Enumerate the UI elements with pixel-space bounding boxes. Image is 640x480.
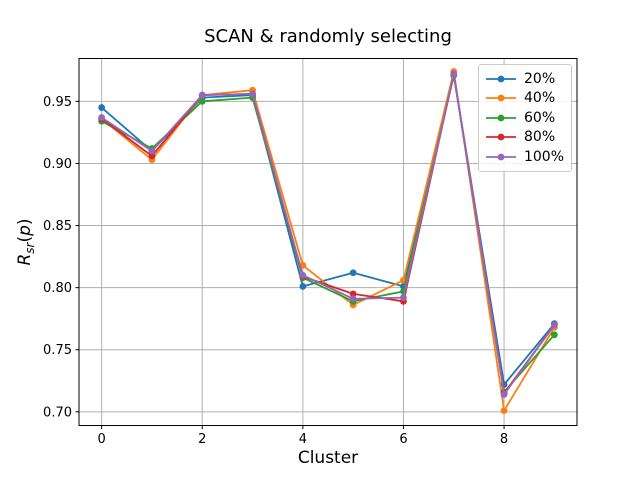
legend-swatch — [486, 75, 516, 83]
legend-marker — [497, 133, 505, 141]
legend-marker — [497, 75, 505, 83]
legend-label: 100% — [523, 148, 564, 165]
legend-swatch — [486, 94, 516, 102]
series-marker-100% — [400, 294, 407, 301]
series-marker-100% — [500, 391, 508, 398]
legend-marker — [497, 114, 505, 122]
x-tick-label: 8 — [500, 432, 508, 447]
ylabel-paren-open: ( — [14, 235, 35, 243]
legend-item-20%: 20% — [479, 69, 571, 89]
y-tick-label: 0.75 — [43, 343, 72, 358]
x-tick-label: 0 — [97, 432, 105, 447]
series-marker-20% — [349, 269, 357, 277]
series-marker-100% — [198, 91, 206, 99]
legend-marker — [497, 153, 505, 161]
ylabel-paren-close: ) — [14, 218, 35, 226]
x-axis-label: Cluster — [297, 448, 359, 468]
ylabel-subscript: sr — [23, 242, 38, 254]
series-marker-100% — [450, 70, 458, 78]
series-marker-100% — [299, 271, 307, 279]
series-marker-20% — [299, 283, 307, 290]
y-tick-label: 0.85 — [43, 219, 72, 234]
legend-label: 60% — [524, 109, 556, 126]
axes-frame — [78, 58, 578, 426]
legend-item-80%: 80% — [479, 128, 571, 148]
series-marker-100% — [249, 90, 256, 98]
series-marker-100% — [148, 147, 156, 155]
legend-swatch — [486, 133, 516, 141]
x-tick-label: 2 — [198, 432, 206, 447]
legend-marker — [497, 94, 505, 102]
series-marker-20% — [98, 104, 106, 111]
series-marker-80% — [148, 152, 156, 160]
ylabel-variable: p — [14, 225, 35, 236]
series-marker-100% — [349, 295, 357, 303]
series-marker-40% — [500, 407, 508, 414]
chart-title: SCAN & randomly selecting — [204, 26, 452, 47]
legend-item-100%: 100% — [479, 147, 571, 167]
ylabel-symbol: R — [14, 253, 35, 266]
y-tick-label: 0.95 — [43, 95, 72, 110]
legend-item-60%: 60% — [479, 108, 571, 128]
x-tick-label: 6 — [399, 432, 407, 447]
legend-item-40%: 40% — [479, 89, 571, 109]
series-marker-60% — [550, 331, 558, 339]
series-marker-100% — [98, 114, 106, 121]
legend-label: 80% — [524, 129, 556, 146]
x-tick-label: 4 — [299, 432, 307, 447]
legend-swatch — [486, 153, 516, 161]
y-tick-label: 0.70 — [43, 405, 72, 420]
y-tick-label: 0.90 — [43, 157, 72, 172]
y-axis-label: Rsr(p) — [15, 218, 37, 265]
series-marker-100% — [550, 321, 558, 329]
legend-label: 40% — [524, 90, 556, 107]
legend-label: 20% — [524, 70, 556, 87]
legend: 20% 40% 60% 80% 100% — [478, 64, 572, 172]
legend-swatch — [486, 114, 516, 122]
y-tick-label: 0.80 — [43, 281, 72, 296]
series-marker-80% — [349, 290, 357, 298]
series-line-100% — [101, 73, 556, 396]
series-marker-60% — [198, 97, 206, 105]
